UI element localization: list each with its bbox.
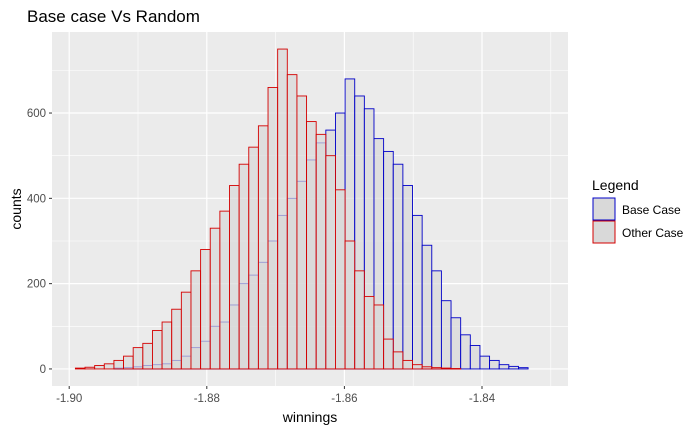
bar-other-case bbox=[431, 367, 442, 370]
bar-other-case bbox=[229, 185, 240, 370]
bar-base-case bbox=[431, 270, 442, 370]
bar-base-case bbox=[450, 317, 462, 370]
bar-other-case bbox=[335, 189, 346, 370]
bar-base-case bbox=[508, 365, 519, 370]
bar-other-case bbox=[238, 163, 250, 370]
x-tick-label: -1.88 bbox=[194, 393, 220, 405]
y-tick-label: 600 bbox=[27, 108, 46, 120]
bar-other-case bbox=[219, 210, 230, 370]
bar-other-case bbox=[286, 74, 298, 370]
bar-other-case bbox=[402, 359, 413, 370]
bar-other-case bbox=[306, 121, 317, 370]
bar-base-case bbox=[518, 367, 529, 370]
bar-other-case bbox=[123, 355, 134, 370]
bar-other-case bbox=[421, 366, 433, 370]
bar-other-case bbox=[440, 367, 452, 370]
bar-other-case bbox=[248, 146, 259, 370]
legend-title: Legend bbox=[592, 177, 639, 193]
legend-key-other-case bbox=[592, 220, 616, 244]
bar-other-case bbox=[383, 338, 394, 370]
y-tick-label: 200 bbox=[27, 279, 46, 291]
bar-base-case bbox=[498, 364, 510, 370]
bar-other-case bbox=[113, 359, 125, 370]
bar-other-case bbox=[161, 321, 173, 370]
bar-other-case bbox=[363, 295, 375, 370]
bar-other-case bbox=[392, 351, 404, 370]
bar-other-case bbox=[257, 125, 269, 370]
bar-base-case bbox=[440, 300, 452, 370]
bar-other-case bbox=[171, 308, 182, 370]
bar-base-case bbox=[402, 185, 413, 370]
bar-base-case bbox=[383, 150, 394, 370]
bar-other-case bbox=[103, 363, 115, 370]
bar-base-case bbox=[479, 355, 491, 370]
x-tick-label: -1.90 bbox=[56, 393, 82, 405]
bar-other-case bbox=[209, 227, 221, 370]
legend: Legend Base Case Other Case bbox=[592, 177, 684, 244]
bar-other-case bbox=[94, 365, 105, 370]
bar-base-case bbox=[469, 345, 481, 370]
chart-title: Base case Vs Random bbox=[27, 7, 200, 26]
bar-base-case bbox=[412, 214, 423, 370]
bar-other-case bbox=[267, 86, 279, 370]
bar-other-case bbox=[325, 155, 336, 370]
bar-base-case bbox=[460, 334, 471, 370]
bar-other-case bbox=[190, 270, 202, 370]
x-tick-label: -1.86 bbox=[331, 393, 357, 405]
bar-other-case bbox=[315, 133, 327, 370]
bar-other-case bbox=[74, 367, 86, 370]
series-other-case bbox=[74, 48, 462, 370]
x-axis-title: winnings bbox=[282, 409, 337, 425]
bar-other-case bbox=[412, 364, 423, 370]
bar-other-case bbox=[373, 304, 385, 370]
legend-key-base-case bbox=[592, 197, 616, 221]
bar-base-case bbox=[392, 163, 404, 370]
y-axis-title: counts bbox=[8, 188, 24, 229]
y-tick-label: 400 bbox=[27, 193, 46, 205]
bar-other-case bbox=[296, 95, 308, 370]
x-axis: -1.90 -1.88 -1.86 -1.84 bbox=[56, 386, 496, 405]
legend-label-base-case: Base Case bbox=[622, 203, 681, 217]
legend-label-other-case: Other Case bbox=[622, 226, 684, 240]
bar-other-case bbox=[132, 347, 144, 370]
y-axis: 0 200 400 600 bbox=[27, 108, 52, 376]
bar-other-case bbox=[450, 368, 462, 370]
bar-other-case bbox=[344, 240, 356, 370]
bar-other-case bbox=[277, 48, 288, 370]
x-tick-label: -1.84 bbox=[469, 393, 496, 405]
bar-base-case bbox=[421, 244, 433, 370]
bar-other-case bbox=[180, 291, 192, 370]
bar-other-case bbox=[142, 342, 153, 370]
bar-other-case bbox=[151, 330, 163, 370]
bar-other-case bbox=[200, 249, 211, 370]
y-tick-label: 0 bbox=[40, 364, 46, 376]
bar-base-case bbox=[489, 359, 500, 370]
bar-other-case bbox=[84, 366, 96, 370]
bar-other-case bbox=[354, 270, 365, 370]
